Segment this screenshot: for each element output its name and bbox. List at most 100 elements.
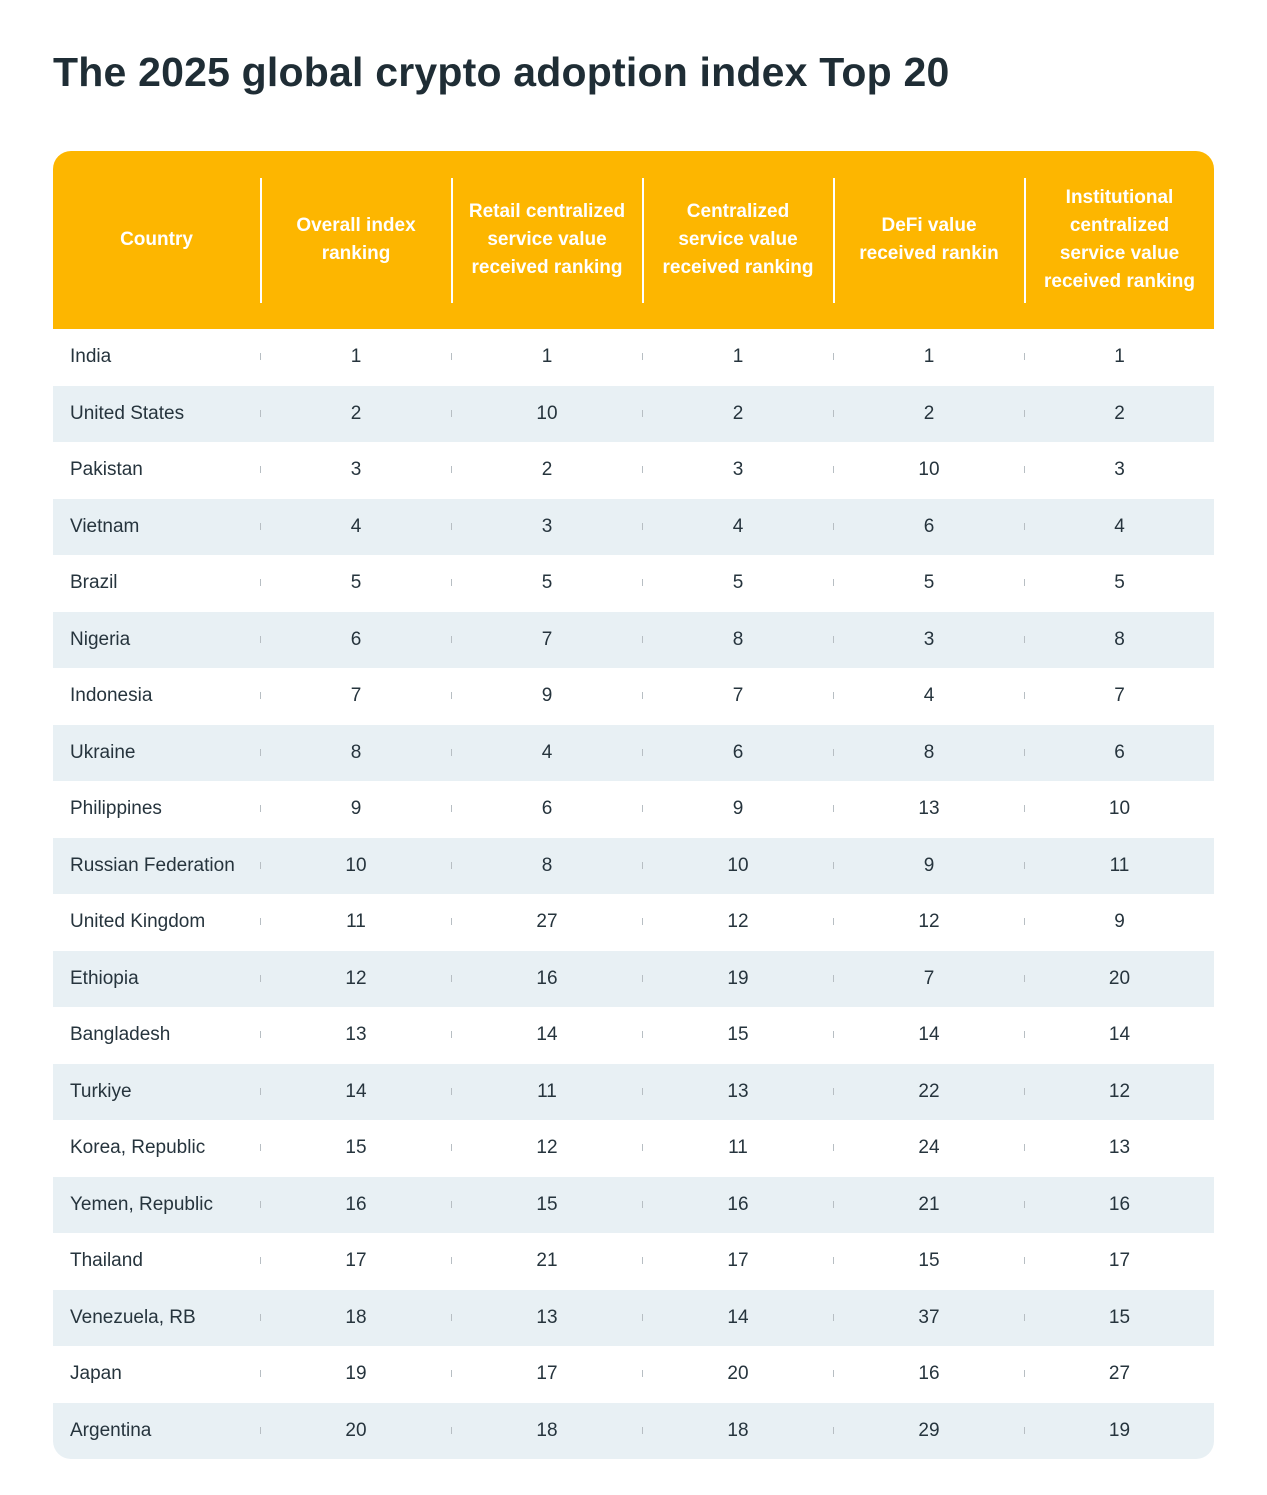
country-cell: Japan: [70, 1363, 122, 1384]
table-row: Ukraine 8 4 6 8 6: [53, 724, 1214, 781]
column-separator: [451, 918, 452, 925]
country-cell: Turkiye: [70, 1080, 132, 1102]
column-separator: [642, 918, 643, 925]
centralized-cell: 10: [727, 854, 749, 876]
centralized-cell: 20: [727, 1363, 749, 1384]
retail-cell: 18: [536, 1419, 558, 1441]
column-separator: [833, 466, 834, 473]
table-row: Bangladesh 13 14 15 14 14: [53, 1007, 1214, 1064]
table-row: Thailand 17 21 17 15 17: [53, 1233, 1214, 1290]
retail-cell: 1: [541, 346, 553, 367]
overall-cell: 2: [350, 402, 362, 424]
table-row: Argentina 20 18 18 29 19: [53, 1402, 1214, 1459]
defi-cell: 22: [918, 1080, 940, 1102]
column-separator: [833, 1257, 834, 1264]
column-separator: [642, 1031, 643, 1038]
column-separator: [260, 974, 261, 982]
column-separator: [833, 1144, 834, 1151]
defi-cell: 21: [918, 1193, 940, 1215]
overall-cell: 3: [350, 459, 362, 480]
column-separator: [451, 692, 452, 699]
retail-cell: 6: [541, 798, 553, 819]
country-cell: Russian Federation: [70, 854, 235, 876]
overall-cell: 6: [350, 628, 362, 650]
overall-cell: 15: [345, 1137, 367, 1158]
column-separator: [833, 635, 834, 643]
column-separator: [1024, 466, 1025, 473]
institutional-cell: 16: [1108, 1193, 1131, 1215]
retail-cell: 16: [536, 967, 558, 989]
column-separator: [260, 861, 261, 869]
column-separator: [833, 748, 834, 756]
adoption-index-table: Country Overall index ranking Retail cen…: [53, 151, 1214, 1459]
column-separator: [833, 353, 834, 360]
country-cell: Pakistan: [70, 459, 143, 480]
defi-cell: 9: [923, 854, 935, 876]
column-separator: [451, 1087, 452, 1095]
column-separator: [642, 805, 643, 812]
column-separator: [642, 635, 643, 643]
centralized-cell: 4: [732, 515, 744, 537]
institutional-cell: 15: [1108, 1306, 1131, 1328]
country-cell: Ukraine: [70, 741, 136, 763]
column-separator: [260, 1087, 261, 1095]
column-separator: [260, 805, 261, 812]
column-separator: [833, 1200, 834, 1208]
retail-cell: 8: [541, 854, 553, 876]
header-divider: [451, 178, 453, 303]
defi-cell: 14: [918, 1024, 940, 1045]
column-separator: [451, 974, 452, 982]
centralized-cell: 11: [728, 1137, 748, 1158]
column-separator: [1024, 522, 1025, 530]
table-row: United Kingdom 11 27 12 12 9: [53, 894, 1214, 951]
overall-cell: 5: [350, 572, 362, 593]
page-title: The 2025 global crypto adoption index To…: [53, 49, 950, 95]
column-separator: [833, 579, 834, 586]
defi-cell: 3: [923, 628, 935, 650]
column-separator: [642, 692, 643, 699]
column-separator: [260, 409, 261, 417]
table-row: Turkiye 14 11 13 22 12: [53, 1063, 1214, 1120]
column-separator: [642, 522, 643, 530]
column-separator: [642, 466, 643, 473]
retail-cell: 14: [536, 1024, 558, 1045]
column-separator: [260, 466, 261, 473]
column-separator: [833, 1031, 834, 1038]
retail-cell: 10: [536, 402, 558, 424]
retail-cell: 12: [536, 1137, 558, 1158]
institutional-cell: 6: [1114, 741, 1125, 763]
centralized-cell: 17: [727, 1250, 749, 1271]
column-separator: [833, 692, 834, 699]
table-row: Japan 19 17 20 16 27: [53, 1346, 1214, 1403]
header-centralized-ranking: Centralized service value received ranki…: [662, 201, 814, 278]
institutional-cell: 5: [1114, 572, 1125, 593]
column-separator: [451, 409, 452, 417]
column-separator: [1024, 748, 1025, 756]
centralized-cell: 9: [732, 798, 744, 819]
column-separator: [833, 1370, 834, 1377]
retail-cell: 5: [541, 572, 553, 593]
table-row: India 1 1 1 1 1: [53, 329, 1214, 386]
centralized-cell: 3: [732, 459, 744, 480]
column-separator: [451, 353, 452, 360]
overall-cell: 7: [350, 685, 362, 706]
column-separator: [260, 579, 261, 586]
institutional-cell: 9: [1114, 911, 1125, 932]
column-separator: [451, 1200, 452, 1208]
defi-cell: 37: [918, 1306, 940, 1328]
country-cell: Venezuela, RB: [70, 1306, 196, 1328]
defi-cell: 15: [918, 1250, 940, 1271]
country-cell: Ethiopia: [70, 967, 139, 989]
column-separator: [833, 805, 834, 812]
column-separator: [260, 635, 261, 643]
column-separator: [1024, 692, 1025, 699]
column-separator: [642, 409, 643, 417]
column-separator: [1024, 1144, 1025, 1151]
centralized-cell: 16: [727, 1193, 749, 1215]
institutional-cell: 19: [1108, 1419, 1131, 1441]
institutional-cell: 20: [1108, 967, 1131, 989]
column-separator: [451, 1031, 452, 1038]
column-separator: [833, 1313, 834, 1321]
retail-cell: 2: [541, 459, 553, 480]
retail-cell: 3: [541, 515, 553, 537]
